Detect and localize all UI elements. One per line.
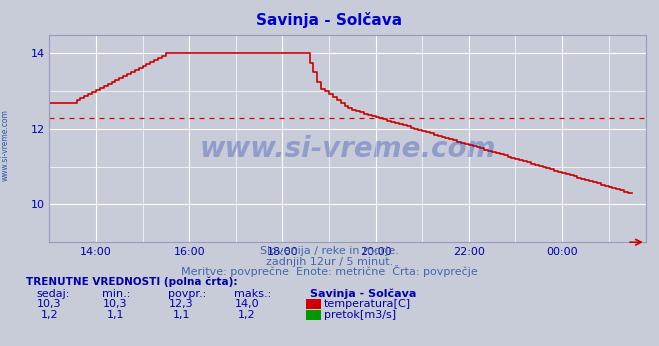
Text: 12,3: 12,3 (169, 299, 194, 309)
Text: sedaj:: sedaj: (36, 289, 70, 299)
Text: 1,1: 1,1 (107, 310, 124, 320)
Text: 10,3: 10,3 (103, 299, 128, 309)
Text: temperatura[C]: temperatura[C] (324, 299, 411, 309)
Text: 1,1: 1,1 (173, 310, 190, 320)
Text: 14,0: 14,0 (235, 299, 260, 309)
Text: Savinja - Solčava: Savinja - Solčava (310, 288, 416, 299)
Text: zadnjih 12ur / 5 minut.: zadnjih 12ur / 5 minut. (266, 257, 393, 267)
Text: pretok[m3/s]: pretok[m3/s] (324, 310, 396, 320)
Text: Slovenija / reke in morje.: Slovenija / reke in morje. (260, 246, 399, 256)
Text: Savinja - Solčava: Savinja - Solčava (256, 12, 403, 28)
Text: www.si-vreme.com: www.si-vreme.com (1, 109, 10, 181)
Text: Meritve: povprečne  Enote: metrične  Črta: povprečje: Meritve: povprečne Enote: metrične Črta:… (181, 265, 478, 277)
Text: min.:: min.: (102, 289, 130, 299)
Text: 1,2: 1,2 (41, 310, 58, 320)
Text: www.si-vreme.com: www.si-vreme.com (200, 135, 496, 163)
Text: maks.:: maks.: (234, 289, 272, 299)
Text: TRENUTNE VREDNOSTI (polna črta):: TRENUTNE VREDNOSTI (polna črta): (26, 277, 238, 288)
Text: 1,2: 1,2 (239, 310, 256, 320)
Text: 10,3: 10,3 (37, 299, 62, 309)
Text: povpr.:: povpr.: (168, 289, 206, 299)
